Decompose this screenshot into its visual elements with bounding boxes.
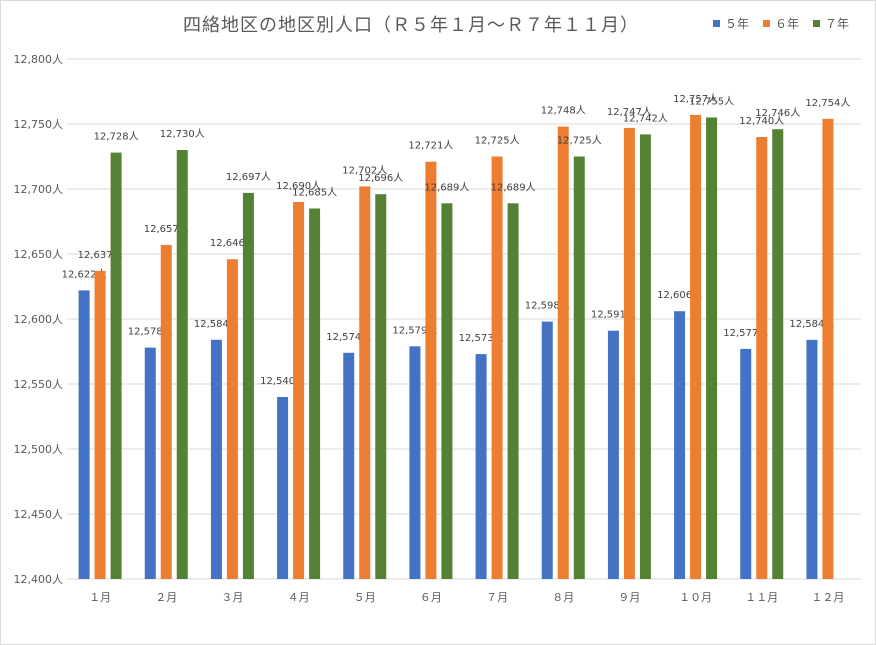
data-label: 12,725人 (557, 135, 602, 147)
bar (607, 330, 619, 579)
bar (690, 114, 702, 580)
data-label: 12,730人 (160, 128, 205, 140)
legend: ５年 ６年 ７年 (713, 15, 849, 32)
data-label: 12,689人 (491, 181, 536, 193)
bar (573, 156, 585, 579)
bar (557, 126, 569, 579)
bar (425, 161, 437, 579)
bar (409, 346, 421, 579)
data-label: 12,740人 (739, 115, 784, 127)
data-label: 12,685人 (292, 187, 337, 199)
bar (822, 118, 834, 580)
data-label: 12,757人 (673, 93, 718, 105)
data-label: 12,721人 (408, 140, 453, 152)
bar (375, 194, 387, 579)
y-tick-label: 12,400人 (14, 573, 64, 586)
data-label: 12,690人 (276, 180, 321, 192)
data-label: 12,755人 (689, 96, 734, 108)
bar (541, 321, 553, 579)
legend-swatch-r6 (763, 20, 771, 27)
x-tick-label: ３月 (221, 591, 243, 604)
bar (756, 137, 768, 579)
bar (623, 127, 635, 580)
legend-item-r5: ５年 (713, 15, 749, 32)
data-label: 12,748人 (541, 105, 586, 117)
bar (242, 192, 254, 579)
y-tick-label: 12,600人 (14, 313, 64, 326)
y-tick-label: 12,500人 (14, 443, 64, 456)
data-label: 12,742人 (623, 112, 668, 124)
x-tick-label: １２月 (811, 591, 844, 604)
bar (160, 244, 172, 579)
data-label: 12,725人 (475, 135, 520, 147)
x-tick-label: １１月 (745, 591, 778, 604)
y-tick-label: 12,750人 (14, 118, 64, 131)
y-tick-label: 12,700人 (14, 183, 64, 196)
bar (226, 259, 238, 579)
data-label: 12,696人 (358, 172, 403, 184)
x-tick-label: １月 (89, 591, 111, 604)
bar (674, 311, 686, 579)
bar (740, 348, 752, 579)
bar (78, 290, 90, 579)
legend-item-r6: ６年 (763, 15, 799, 32)
data-label: 12,728人 (94, 131, 139, 143)
legend-label-r5: ５年 (725, 17, 750, 31)
legend-label-r6: ６年 (775, 17, 800, 31)
bar (639, 134, 651, 579)
bar (176, 150, 188, 579)
data-label: 12,689人 (424, 181, 469, 193)
bar (706, 117, 718, 579)
legend-swatch-r7 (813, 20, 821, 27)
bar (293, 202, 305, 579)
x-tick-label: ５月 (354, 591, 376, 604)
y-tick-label: 12,800人 (14, 53, 64, 66)
x-tick-label: １０月 (679, 591, 712, 604)
legend-item-r7: ７年 (813, 15, 849, 32)
y-tick-label: 12,550人 (14, 378, 64, 391)
bar (110, 152, 122, 579)
x-tick-label: ２月 (155, 591, 177, 604)
x-tick-label: ９月 (618, 591, 640, 604)
x-tick-label: ７月 (486, 591, 508, 604)
bar (144, 347, 156, 579)
bar (309, 208, 321, 579)
bar (491, 156, 503, 579)
y-tick-label: 12,450人 (14, 508, 64, 521)
x-tick-label: ４月 (288, 591, 310, 604)
x-tick-label: ６月 (420, 591, 442, 604)
bar (441, 203, 453, 580)
legend-label-r7: ７年 (825, 17, 850, 31)
bar (94, 270, 106, 579)
data-label: 12,702人 (342, 164, 387, 176)
bar (359, 186, 371, 579)
data-label: 12,697人 (226, 171, 271, 183)
bar (772, 129, 784, 579)
bar (343, 352, 355, 579)
bar (277, 397, 289, 579)
bar (475, 354, 487, 579)
bar (507, 203, 519, 580)
data-label: 12,754人 (805, 97, 850, 109)
legend-swatch-r5 (713, 20, 720, 27)
data-label: 12,746人 (755, 107, 800, 119)
bar (806, 339, 818, 579)
chart-title: 四絡地区の地区別人口（Ｒ５年１月～Ｒ７年１１月） (183, 15, 639, 36)
y-tick-label: 12,650人 (14, 248, 64, 261)
bar (210, 339, 222, 579)
data-label: 12,747人 (607, 106, 652, 118)
x-tick-label: ８月 (552, 591, 574, 604)
